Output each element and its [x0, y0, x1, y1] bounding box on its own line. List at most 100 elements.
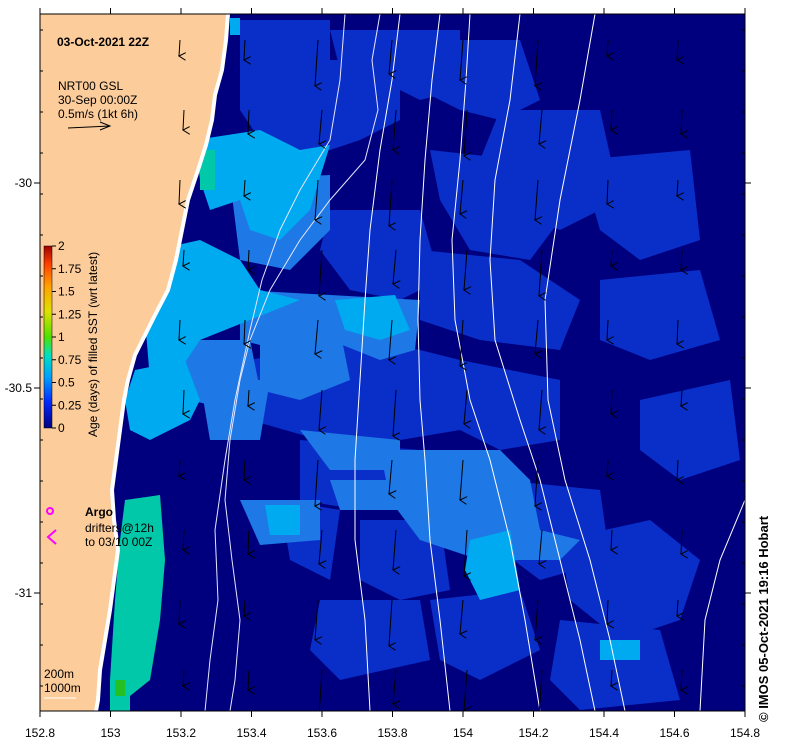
- velocity-vector: [315, 459, 318, 506]
- velocity-vector: [179, 39, 180, 56]
- velocity-vector: [319, 109, 322, 144]
- velocity-vector: [607, 179, 608, 204]
- velocity-vector: [393, 669, 396, 704]
- velocity-vector: [464, 529, 467, 576]
- velocity-vector: [393, 389, 396, 436]
- x-axis-ticks: 152.8 153 153.2 153.4 153.6 153.8 154 154.2 154.…: [25, 8, 760, 740]
- velocity-vector: [460, 179, 463, 214]
- coast-fringe: [94, 14, 230, 711]
- velocity-vector: [393, 249, 396, 284]
- vector-scale-label: 0.5m/s (1kt 6h): [58, 107, 138, 121]
- velocity-vector: [535, 599, 538, 640]
- vector-scale-arrow: [67, 125, 111, 129]
- velocity-vector: [179, 599, 180, 624]
- velocity-vector: [248, 529, 249, 554]
- x-tick-label: 153.2: [166, 726, 196, 740]
- x-tick-label: 154.2: [518, 726, 548, 740]
- y-tick-label: -30: [15, 176, 33, 190]
- velocity-vector: [535, 39, 538, 86]
- velocity-vector: [464, 389, 467, 424]
- velocity-vector: [607, 39, 608, 56]
- x-tick-label: 153.6: [307, 726, 337, 740]
- velocity-vector: [460, 39, 463, 80]
- velocity-vector: [315, 179, 318, 220]
- velocity-vector: [183, 389, 184, 414]
- velocity-vector: [535, 319, 538, 354]
- velocity-vector: [539, 389, 542, 430]
- x-tick-label: 154.8: [730, 726, 760, 740]
- x-tick-label: 152.8: [25, 726, 55, 740]
- vector-scale-arrowhead: [99, 121, 112, 131]
- velocity-vector: [244, 39, 245, 60]
- velocity-vector: [183, 669, 184, 686]
- velocity-vector: [464, 109, 467, 156]
- colorbar: [43, 245, 53, 429]
- drifters-label-1: drifters@12h: [85, 521, 154, 535]
- velocity-vector: [611, 109, 612, 130]
- velocity-vector: [681, 669, 682, 690]
- velocity-vector: [611, 249, 612, 266]
- velocity-vector: [539, 529, 542, 564]
- colorbar-tick-label: 2: [58, 239, 65, 253]
- velocity-vector: [677, 459, 678, 480]
- velocity-vector: [248, 669, 249, 690]
- x-tick-label: 154.6: [659, 726, 689, 740]
- argo-label: Argo: [85, 505, 113, 519]
- velocity-vector: [248, 389, 249, 406]
- velocity-vector: [183, 529, 184, 550]
- velocity-vector: [539, 249, 542, 296]
- product-label: NRT00 GSL: [58, 79, 123, 93]
- x-tick-label: 153.4: [236, 726, 266, 740]
- velocity-vector: [315, 599, 318, 640]
- drifters-label-2: to 03/10 00Z: [85, 535, 152, 549]
- velocity-vector: [244, 319, 245, 344]
- velocity-vector: [460, 319, 463, 366]
- sst-age-patch-green: [115, 680, 125, 696]
- velocity-vector: [389, 319, 392, 360]
- product-time-label: 30-Sep 00:00Z: [58, 93, 137, 107]
- colorbar-tick-label: 1.25: [58, 307, 82, 321]
- velocity-vector: [389, 599, 392, 646]
- velocity-vector: [179, 179, 180, 204]
- depth-legend-200m: 200m: [44, 667, 74, 681]
- velocity-vector: [389, 459, 392, 494]
- drifter-marker: [46, 529, 57, 545]
- colorbar-tick-label: 1.5: [58, 285, 75, 299]
- velocity-vector: [319, 389, 322, 430]
- colorbar-tick-label: 1.75: [58, 262, 82, 276]
- colorbar-tick-label: 0.25: [58, 398, 82, 412]
- velocity-vector: [538, 669, 543, 711]
- velocity-vector: [535, 179, 538, 220]
- velocity-vector: [393, 529, 396, 570]
- velocity-vector: [319, 529, 322, 564]
- velocity-vector: [535, 459, 538, 506]
- velocity-vector: [677, 179, 678, 196]
- velocity-vector: [248, 249, 249, 270]
- x-tick-label: 154: [453, 726, 473, 740]
- velocity-vector: [460, 459, 463, 500]
- velocity-vector: [611, 529, 612, 550]
- velocity-vector: [611, 669, 612, 686]
- y-tick-label: -30.5: [5, 381, 33, 395]
- velocity-vector: [183, 249, 184, 266]
- velocity-vector: [464, 249, 467, 290]
- velocity-vector: [681, 389, 682, 406]
- velocity-vector: [393, 109, 396, 150]
- velocity-vector: [244, 179, 245, 196]
- velocity-vector: [318, 669, 323, 711]
- colorbar-tick-label: 0.75: [58, 353, 82, 367]
- colorbar-title: Age (days) of filled SST (wrt latest): [86, 252, 100, 437]
- argo-marker: [46, 507, 54, 515]
- velocity-vector: [464, 669, 467, 710]
- x-tick-label: 153: [100, 726, 120, 740]
- velocity-vector: [681, 249, 682, 270]
- sst-age-patches-high: [125, 18, 640, 660]
- velocity-vector: [677, 319, 678, 344]
- velocity-vector: [179, 319, 180, 340]
- velocity-vector: [389, 39, 392, 74]
- velocity-vector: [677, 599, 678, 616]
- velocity-vector: [460, 599, 463, 634]
- velocity-vector: [315, 39, 318, 86]
- velocity-vector: [607, 599, 608, 624]
